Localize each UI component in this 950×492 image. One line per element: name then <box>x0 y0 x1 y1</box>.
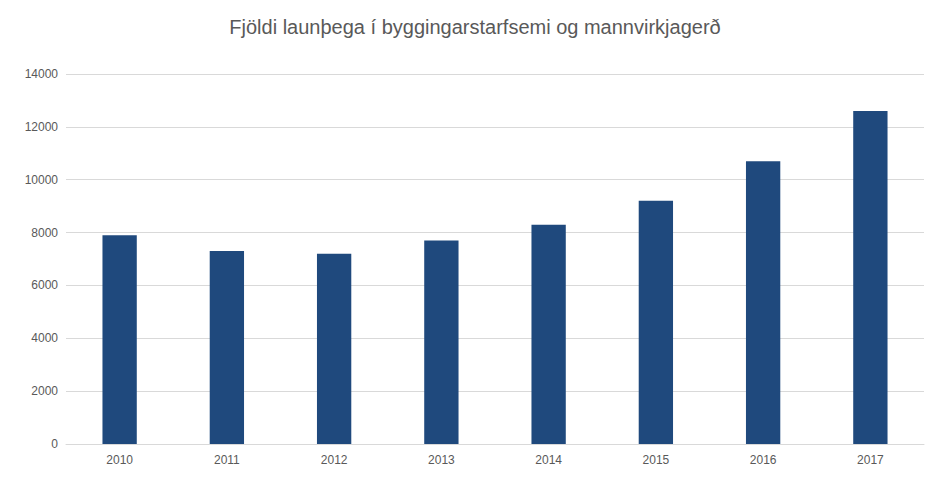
svg-text:10000: 10000 <box>25 173 59 187</box>
svg-text:2016: 2016 <box>750 453 777 467</box>
svg-text:2011: 2011 <box>214 453 240 467</box>
svg-text:Fjöldi launþega í byggingarsta: Fjöldi launþega í byggingarstarfsemi og … <box>229 16 720 38</box>
svg-text:14000: 14000 <box>25 67 59 81</box>
svg-text:12000: 12000 <box>25 120 59 134</box>
svg-text:2010: 2010 <box>106 453 133 467</box>
svg-text:8000: 8000 <box>31 226 58 240</box>
svg-text:0: 0 <box>51 437 58 451</box>
svg-text:4000: 4000 <box>31 331 58 345</box>
svg-text:2017: 2017 <box>857 453 884 467</box>
svg-text:2000: 2000 <box>31 384 58 398</box>
svg-text:2015: 2015 <box>643 453 670 467</box>
svg-text:2013: 2013 <box>428 453 455 467</box>
svg-text:2014: 2014 <box>535 453 562 467</box>
svg-text:2012: 2012 <box>321 453 348 467</box>
svg-text:6000: 6000 <box>31 278 58 292</box>
